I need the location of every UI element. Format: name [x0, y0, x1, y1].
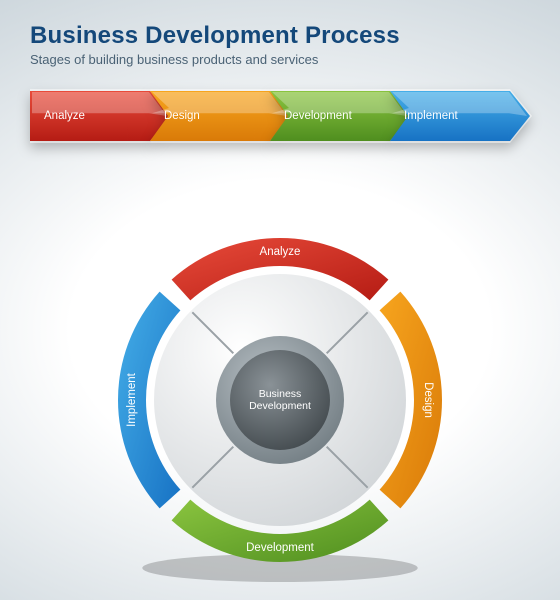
wheel-label-design: Design: [422, 382, 434, 418]
page-subtitle: Stages of building business products and…: [30, 52, 530, 67]
chevron-process-row: Analyze Design: [30, 89, 530, 153]
center-line1: Business: [259, 388, 302, 400]
chevron-stage-implement: Implement: [390, 89, 532, 143]
chevron-label: Analyze: [44, 110, 85, 122]
wheel-label-analyze: Analyze: [260, 246, 301, 258]
chevron-label: Development: [284, 110, 352, 122]
cycle-wheel: Analyze Design Development Implement Busines…: [110, 230, 450, 570]
wheel-label-implement: Implement: [126, 373, 138, 427]
wheel-label-development: Development: [246, 542, 314, 554]
center-line2: Development: [249, 400, 311, 412]
chevron-label: Design: [164, 110, 200, 122]
wheel-center-label: BusinessDevelopment: [249, 388, 311, 412]
chevron-label: Implement: [404, 110, 458, 122]
page-title: Business Development Process: [30, 22, 530, 50]
